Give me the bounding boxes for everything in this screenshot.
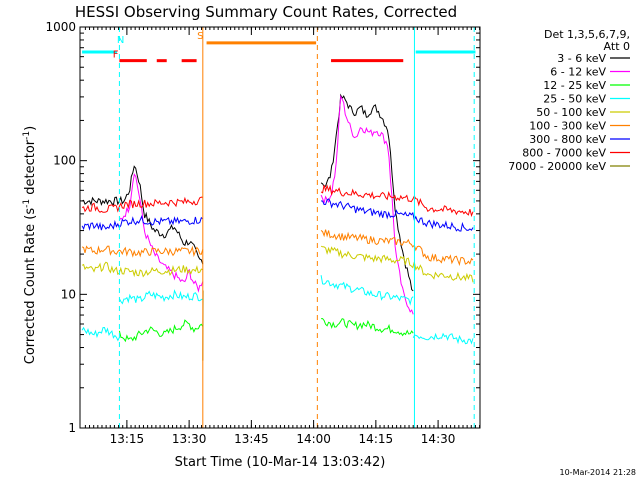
series-7-segment-0 (81, 196, 203, 213)
y-tick-label: 100 (53, 154, 76, 168)
x-tick-label: 13:15 (110, 432, 145, 446)
legend-label-5: 100 - 300 keV (529, 120, 606, 133)
series-1-segment-0 (119, 173, 204, 293)
series-4-segment-0 (81, 261, 203, 278)
legend-header-0: Det 1,3,5,6,7,9, (544, 28, 630, 41)
x-tick-label: 13:45 (234, 432, 269, 446)
series-7-segment-1 (320, 184, 474, 218)
series-3-segment-0 (81, 326, 120, 342)
legend-header-1: Att 0 (604, 40, 630, 53)
y-axis-label: Corrected Count Rate (s-1 detector-1) (22, 126, 38, 364)
series-5-segment-1 (320, 229, 474, 267)
flag-label-N: N (117, 35, 124, 46)
legend-label-6: 300 - 800 keV (529, 133, 606, 146)
y-axis-label-sup1: -1 (22, 199, 32, 208)
svg-text:Corrected Count Rate (s-1 dete: Corrected Count Rate (s-1 detector-1) (22, 126, 38, 364)
axes: 1 10 100 1000 13:15 13:30 13:45 14:00 14:15 14:30 (45, 20, 481, 446)
series-2-segment-0 (118, 319, 204, 343)
legend-label-0: 3 - 6 keV (557, 52, 606, 65)
footer-timestamp: 10-Mar-2014 21:28 (560, 468, 637, 477)
series-4-segment-1 (320, 245, 474, 283)
legend-label-3: 25 - 50 keV (543, 93, 606, 106)
legend-label-8: 7000 - 20000 keV (508, 160, 606, 173)
y-axis-label-end: ) (23, 126, 38, 131)
y-tick-label: 10 (61, 287, 76, 301)
series-6-segment-0 (81, 214, 204, 231)
legend-label-2: 12 - 25 keV (543, 79, 606, 92)
x-axis-label: Start Time (10-Mar-14 13:03:42) (175, 455, 386, 470)
x-tick-label: 13:30 (172, 432, 207, 446)
x-tick-label: 14:00 (296, 432, 331, 446)
y-tick-label: 1000 (45, 20, 76, 34)
x-tick-label: 14:30 (421, 432, 456, 446)
series-3-segment-3 (412, 332, 474, 345)
series-3-segment-1 (118, 289, 203, 305)
series-6-segment-1 (321, 198, 474, 232)
series-5-segment-0 (81, 245, 204, 258)
flag-label-F: F (113, 50, 119, 61)
x-tick-label: 14:15 (359, 432, 394, 446)
y-axis-label-main: Corrected Count Rate (s (23, 208, 38, 365)
series-0-segment-1 (320, 93, 414, 292)
series-0-segment-0 (81, 165, 204, 265)
legend-label-7: 800 - 7000 keV (522, 147, 606, 160)
y-axis-label-mid: detector (23, 139, 38, 199)
y-axis-label-sup2: -1 (22, 131, 32, 140)
plot-area: NF S (81, 27, 476, 428)
flag-label-S: S (197, 31, 203, 42)
y-tick-label: 1 (68, 421, 76, 435)
plot-frame (79, 26, 481, 429)
chart-title: HESSI Observing Summary Count Rates, Cor… (75, 3, 457, 21)
series-3-segment-2 (320, 275, 414, 306)
series-2-segment-1 (321, 318, 414, 337)
legend-label-1: 6 - 12 keV (550, 66, 606, 79)
series-1-segment-1 (320, 94, 414, 315)
legend-label-4: 50 - 100 keV (536, 106, 606, 119)
